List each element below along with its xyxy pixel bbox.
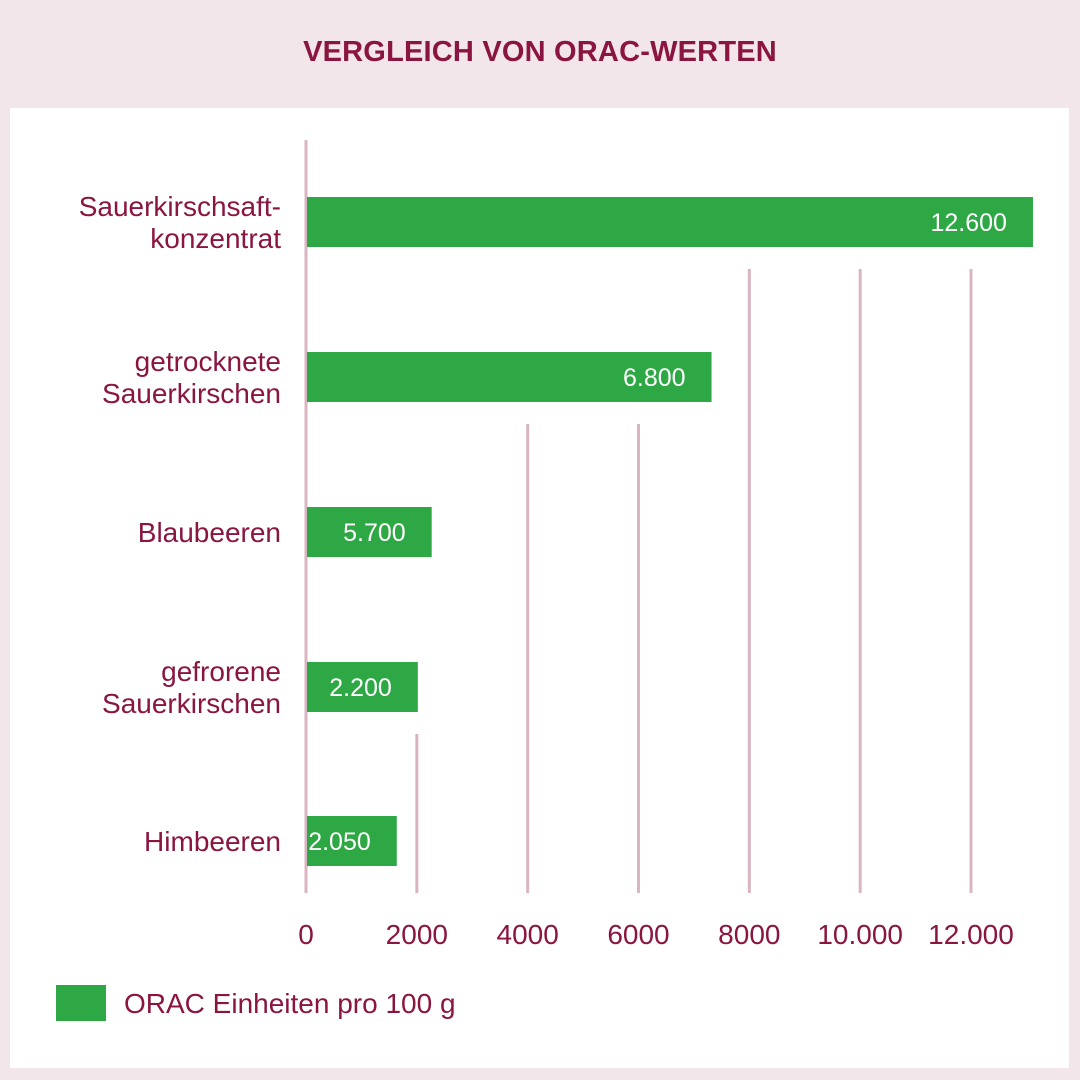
- chart-title: VERGLEICH VON ORAC-WERTEN: [303, 36, 777, 68]
- category-label: Sauerkirschen: [102, 688, 281, 719]
- x-tick-label: 8000: [718, 919, 780, 950]
- category-label: Blaubeeren: [138, 517, 281, 548]
- bar-value-label: 12.600: [930, 209, 1006, 237]
- category-label: gefrorene: [161, 656, 281, 687]
- bar: [307, 197, 1033, 247]
- x-tick-label: 10.000: [817, 919, 903, 950]
- category-label: Sauerkirschsaft-: [79, 191, 281, 222]
- bar-value-label: 6.800: [623, 364, 686, 392]
- x-tick-label: 0: [298, 919, 314, 950]
- bar: [307, 816, 397, 866]
- x-tick-label: 4000: [497, 919, 559, 950]
- legend-swatch: [56, 985, 106, 1021]
- category-label: getrocknete: [135, 346, 281, 377]
- chart-panel: [10, 108, 1069, 1068]
- legend-label: ORAC Einheiten pro 100 g: [124, 988, 456, 1019]
- category-label: Sauerkirschen: [102, 378, 281, 409]
- x-tick-label: 2000: [386, 919, 448, 950]
- bar: [307, 352, 712, 402]
- bar: [307, 507, 432, 557]
- x-tick-label: 12.000: [928, 919, 1014, 950]
- bar-value-label: 2.200: [329, 674, 392, 702]
- bar: [307, 662, 418, 712]
- bar-value-label: 2.050: [308, 828, 371, 856]
- category-label: Himbeeren: [144, 826, 281, 857]
- x-tick-label: 6000: [607, 919, 669, 950]
- bar-value-label: 5.700: [343, 519, 406, 547]
- category-label: konzentrat: [150, 223, 281, 254]
